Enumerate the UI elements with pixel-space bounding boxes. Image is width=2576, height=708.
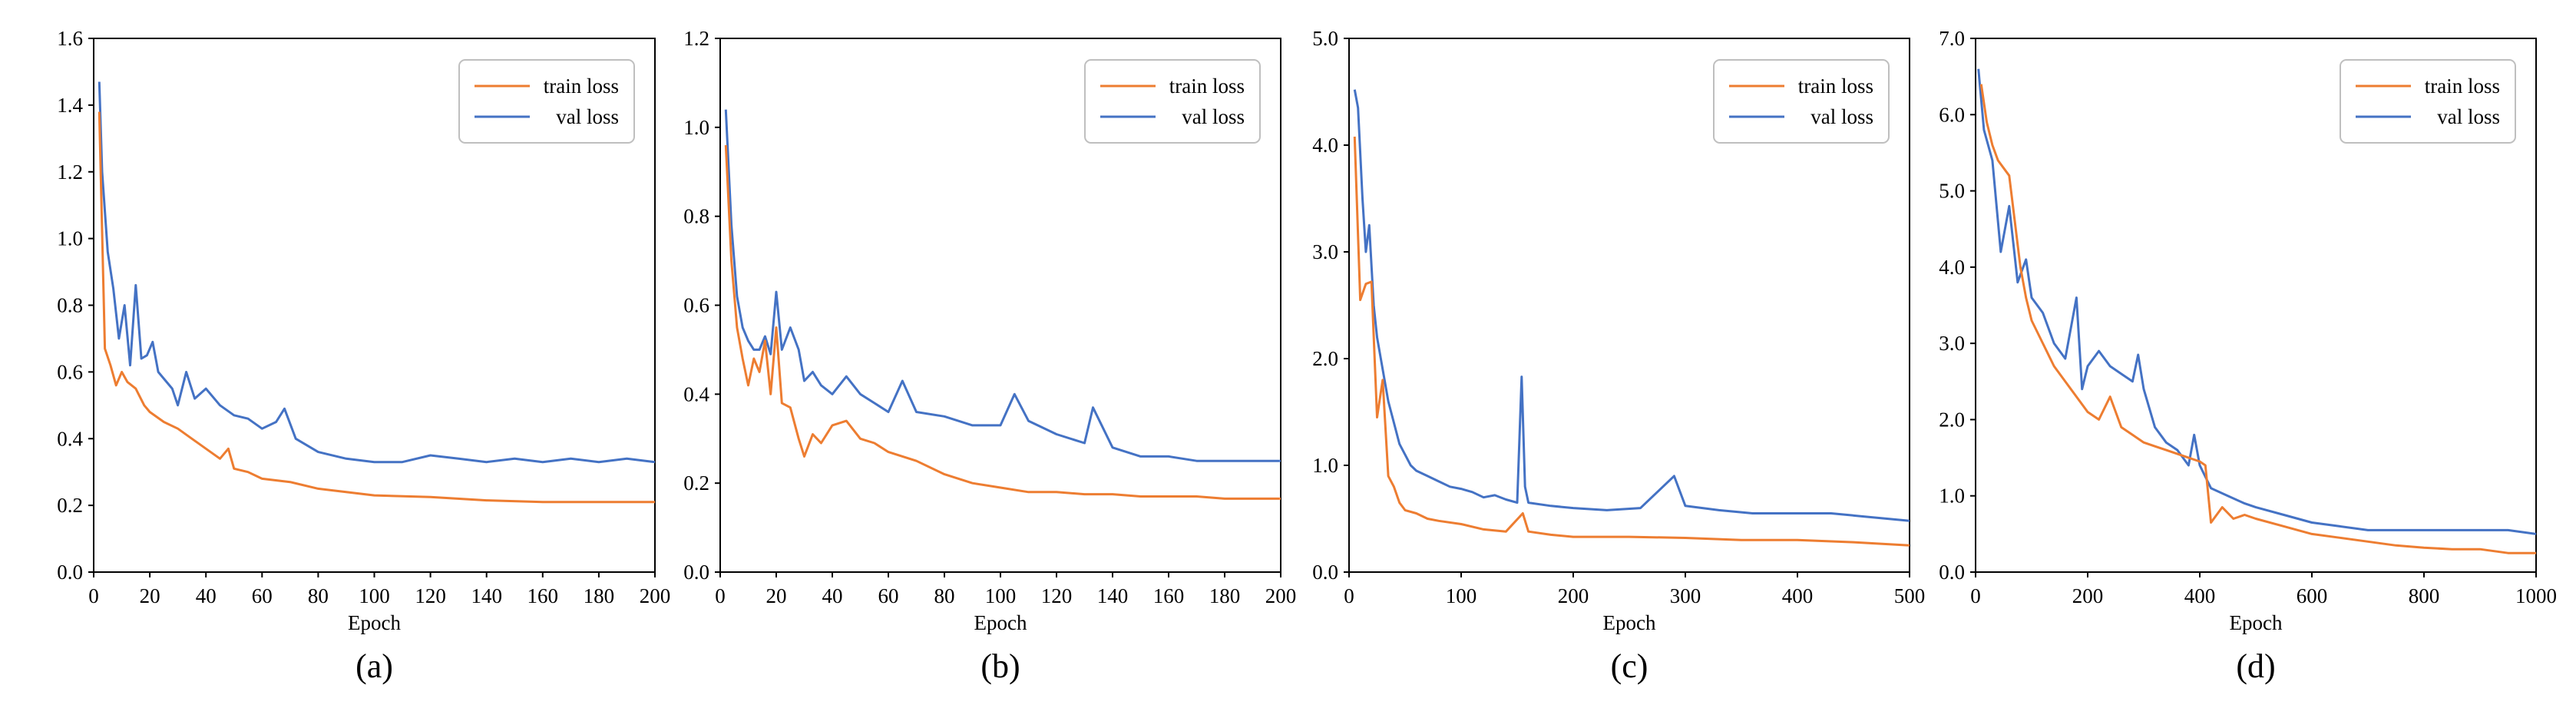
y-tick-label: 0.0 (683, 561, 709, 584)
x-tick-label: 20 (766, 584, 787, 607)
x-tick-label: 140 (1097, 584, 1129, 607)
y-tick-label: 5.0 (1312, 27, 1338, 50)
legend-label: val loss (2437, 105, 2500, 128)
x-tick-label: 80 (308, 584, 329, 607)
y-tick-label: 4.0 (1939, 256, 1965, 279)
series-line-val-loss (98, 81, 656, 464)
legend-label: val loss (1182, 105, 1245, 128)
x-tick-label: 0 (1970, 584, 1981, 607)
y-tick-label: 0.8 (57, 294, 83, 317)
series-line-val-loss (1977, 68, 2537, 535)
x-tick-label: 160 (527, 584, 559, 607)
y-tick-label: 0.0 (1312, 561, 1338, 584)
panel-caption: (b) (980, 647, 1020, 685)
y-tick-label: 4.0 (1312, 134, 1338, 157)
x-tick-label: 500 (1894, 584, 1926, 607)
x-tick-label: 0 (715, 584, 726, 607)
y-tick-label: 1.2 (57, 160, 83, 184)
plot-frame (1348, 38, 1910, 573)
x-tick-label: 300 (1670, 584, 1701, 607)
legend-label: val loss (556, 105, 619, 128)
y-tick-label: 3.0 (1312, 240, 1338, 263)
panel-caption: (c) (1611, 647, 1648, 685)
chart-c: 0.0 1.0 2.0 3.0 4.0 5.0 0 100 200 300 400 500 Epoch (… (1312, 27, 1925, 685)
chart-a: 0.0 0.2 0.4 0.6 0.8 1.0 1.2 1.4 1.6 0 20 40 60 80 100 1… (57, 27, 670, 685)
x-tick-label: 200 (640, 584, 671, 607)
series-line-train-loss (724, 144, 1281, 500)
x-tick-label: 140 (471, 584, 502, 607)
x-axis-label: Epoch (1603, 611, 1656, 634)
y-tick-label: 3.0 (1939, 332, 1965, 355)
y-tick-label: 0.4 (683, 382, 709, 405)
y-tick-label: 2.0 (1312, 347, 1338, 370)
x-tick-label: 800 (2409, 584, 2440, 607)
y-tick-label: 0.2 (683, 471, 709, 495)
x-tick-label: 40 (196, 584, 217, 607)
y-tick-label: 0.6 (57, 360, 83, 383)
y-tick-label: 2.0 (1939, 408, 1965, 431)
y-tick-label: 1.0 (683, 116, 709, 139)
plot-frame (1975, 38, 2537, 573)
legend-box (2340, 59, 2516, 144)
legend-label: val loss (1810, 105, 1873, 128)
y-tick-label: 0.0 (1939, 561, 1965, 584)
x-tick-label: 20 (140, 584, 160, 607)
y-tick-label: 0.6 (683, 294, 709, 317)
x-tick-label: 0 (88, 584, 99, 607)
x-tick-label: 160 (1153, 584, 1185, 607)
y-tick-label: 0.0 (57, 561, 83, 584)
legend-label: train loss (544, 74, 619, 98)
x-tick-label: 600 (2297, 584, 2328, 607)
y-tick-label: 0.8 (683, 205, 709, 228)
x-tick-label: 120 (415, 584, 446, 607)
x-tick-label: 100 (359, 584, 390, 607)
y-tick-label: 1.6 (57, 27, 83, 50)
chart-b: 0.0 0.2 0.4 0.6 0.8 1.0 1.2 0 20 40 60 80 100 120 140 1… (683, 27, 1296, 685)
x-tick-label: 200 (2072, 584, 2104, 607)
x-tick-label: 400 (2184, 584, 2216, 607)
legend-box (1713, 59, 1890, 144)
y-tick-label: 0.2 (57, 494, 83, 517)
panel-caption: (a) (355, 647, 393, 685)
x-tick-label: 60 (878, 584, 899, 607)
x-axis-label: Epoch (974, 611, 1027, 634)
legend-label: train loss (1798, 74, 1873, 98)
x-tick-label: 120 (1041, 584, 1073, 607)
y-tick-label: 1.2 (683, 27, 709, 50)
y-tick-label: 1.0 (1312, 454, 1338, 477)
series-line-train-loss (1353, 136, 1910, 547)
x-tick-label: 180 (584, 584, 615, 607)
x-tick-label: 100 (985, 584, 1017, 607)
x-tick-label: 200 (1558, 584, 1589, 607)
x-tick-label: 180 (1209, 584, 1241, 607)
x-tick-label: 60 (252, 584, 273, 607)
panel-caption: (d) (2236, 647, 2275, 685)
legend-box (458, 59, 635, 144)
legend-label: train loss (2425, 74, 2500, 98)
series-line-train-loss (1979, 84, 2536, 554)
x-tick-label: 0 (1344, 584, 1354, 607)
legend-box (1084, 59, 1261, 144)
y-tick-label: 1.0 (57, 227, 83, 250)
x-tick-label: 40 (822, 584, 843, 607)
x-tick-label: 200 (1265, 584, 1297, 607)
legend-label: train loss (1169, 74, 1245, 98)
chart-d: 0.0 1.0 2.0 3.0 4.0 5.0 6.0 7.0 0 200 400 600 800 100… (1939, 27, 2557, 685)
y-tick-label: 7.0 (1939, 27, 1965, 50)
x-tick-label: 1000 (2515, 584, 2557, 607)
x-tick-label: 80 (934, 584, 955, 607)
series-line-train-loss (98, 111, 655, 504)
y-tick-label: 5.0 (1939, 180, 1965, 203)
y-tick-label: 1.4 (57, 94, 83, 117)
series-line-val-loss (724, 109, 1281, 462)
y-tick-label: 6.0 (1939, 103, 1965, 126)
y-tick-label: 1.0 (1939, 485, 1965, 508)
x-tick-label: 100 (1446, 584, 1477, 607)
series-line-val-loss (1353, 89, 1910, 522)
x-axis-label: Epoch (2230, 611, 2283, 634)
x-axis-label: Epoch (348, 611, 401, 634)
y-tick-label: 0.4 (57, 427, 83, 450)
x-tick-label: 400 (1782, 584, 1814, 607)
